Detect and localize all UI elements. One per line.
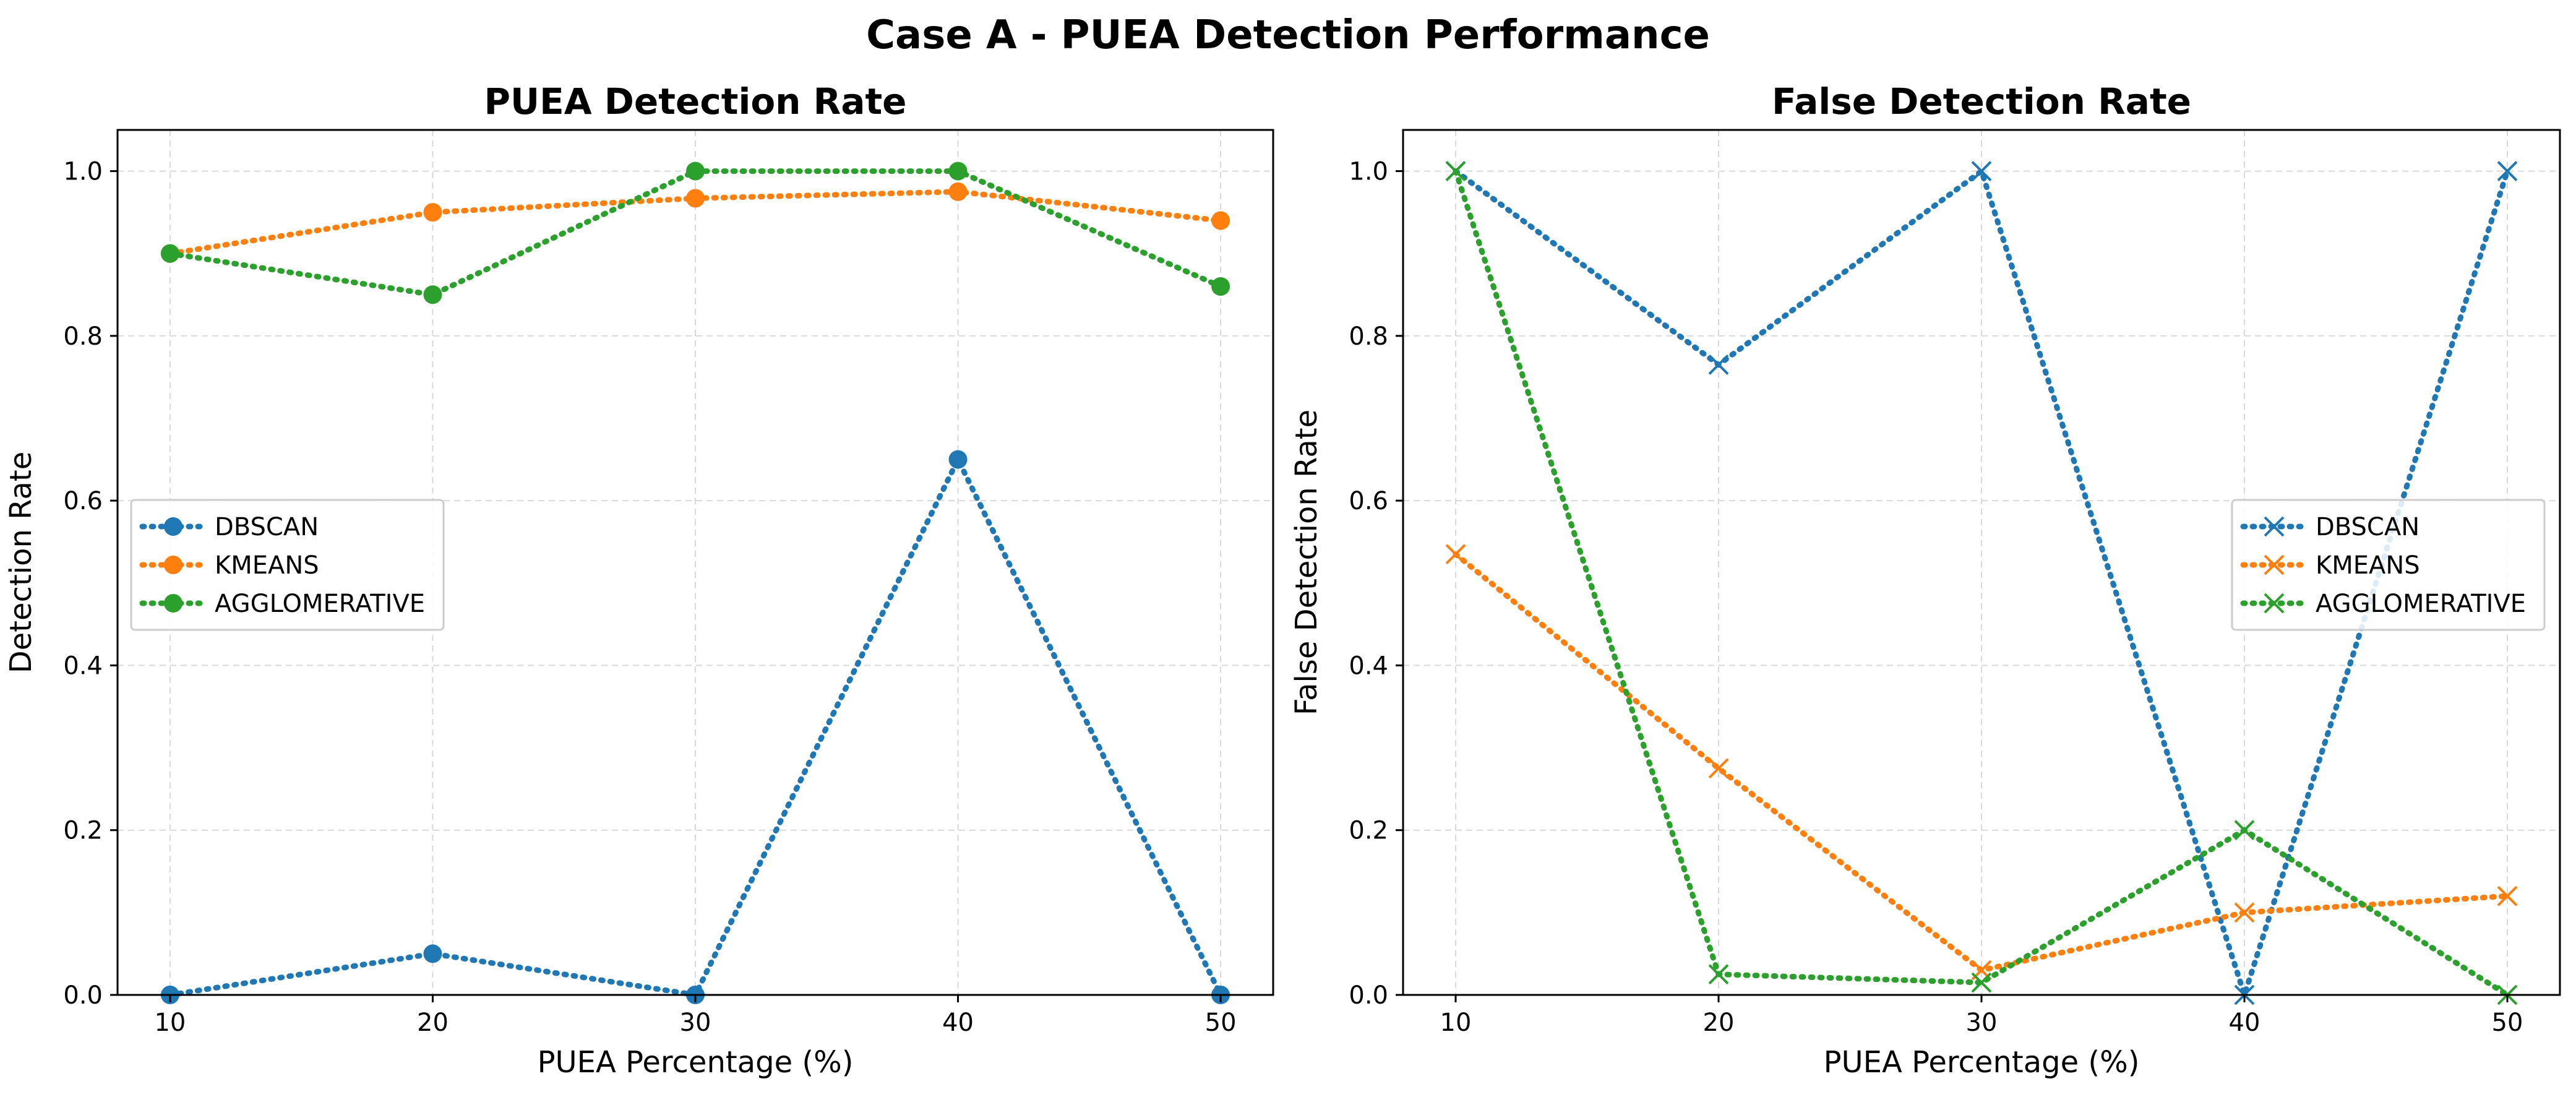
legend-label-kmeans: KMEANS [215, 551, 319, 580]
data-point-dbscan [2497, 161, 2518, 181]
data-point-agglomerative [1971, 972, 1992, 993]
x-tick-label: 10 [1440, 1009, 1472, 1037]
x-tick-label: 40 [942, 1009, 974, 1037]
y-tick-label: 0.2 [1349, 817, 1388, 845]
legend-box [130, 499, 445, 631]
y-tick-label: 0.0 [1349, 981, 1388, 1010]
x-tick-label: 50 [2492, 1009, 2523, 1037]
x-tick-label: 20 [417, 1009, 449, 1037]
data-point-kmeans [1211, 211, 1230, 230]
data-point-dbscan [948, 450, 968, 469]
y-tick-label: 0.4 [63, 652, 103, 680]
y-tick-label: 0.8 [1349, 322, 1388, 351]
x-axis-label: PUEA Percentage (%) [538, 1045, 854, 1080]
panel-title: False Detection Rate [1772, 80, 2191, 123]
data-point-agglomerative [2234, 820, 2255, 841]
data-point-agglomerative [948, 161, 968, 181]
x-tick-label: 50 [1205, 1009, 1237, 1037]
legend-marker-dbscan [164, 517, 182, 536]
false-detection-rate-panel: 10 20 30 40 50 0.0 0.2 0.4 0.6 0.8 1.0 False Detect… [1289, 80, 2561, 1080]
data-point-kmeans [1445, 544, 1466, 565]
legend-label-dbscan: DBSCAN [215, 513, 319, 541]
legend-box [2231, 499, 2546, 631]
y-tick-label: 1.0 [1349, 158, 1388, 186]
legend-marker-agglomerative [164, 594, 182, 613]
y-tick-label: 1.0 [63, 158, 103, 186]
data-point-kmeans [2234, 902, 2255, 923]
y-tick-label: 0.0 [63, 981, 103, 1010]
data-point-kmeans [1708, 758, 1729, 779]
x-tick-label: 10 [154, 1009, 186, 1037]
legend-label-agglomerative: AGGLOMERATIVE [2316, 590, 2526, 618]
data-point-agglomerative [1445, 161, 1466, 181]
legend-marker-agglomerative [2264, 593, 2285, 614]
legend: DBSCAN KMEANS AGGLOMERATIVE [2231, 499, 2546, 631]
legend-label-dbscan: DBSCAN [2316, 513, 2419, 541]
x-tick-label: 30 [680, 1009, 711, 1037]
data-point-kmeans [423, 203, 442, 222]
data-point-kmeans [948, 182, 968, 201]
x-tick-label: 30 [1966, 1009, 1998, 1037]
figure-title: Case A - PUEA Detection Performance [866, 12, 1710, 58]
y-tick-label: 0.6 [1349, 487, 1388, 515]
data-point-agglomerative [423, 285, 442, 304]
legend-label-agglomerative: AGGLOMERATIVE [215, 590, 425, 618]
data-point-agglomerative [1211, 277, 1230, 296]
data-point-dbscan [423, 944, 442, 963]
legend-label-kmeans: KMEANS [2316, 551, 2420, 580]
data-point-dbscan [1708, 355, 1729, 375]
legend: DBSCAN KMEANS AGGLOMERATIVE [130, 499, 445, 631]
x-tick-label: 40 [2229, 1009, 2260, 1037]
data-point-kmeans [686, 189, 705, 208]
legend-marker-kmeans [164, 556, 182, 574]
legend-marker-kmeans [2264, 554, 2285, 575]
data-point-agglomerative [686, 161, 705, 181]
y-tick-label: 0.4 [1349, 652, 1388, 680]
data-point-kmeans [2497, 885, 2518, 906]
x-axis-label: PUEA Percentage (%) [1824, 1045, 2140, 1080]
legend-marker-dbscan [2264, 516, 2285, 537]
y-tick-label: 0.8 [63, 322, 103, 351]
data-point-dbscan [1971, 161, 1992, 181]
detection-rate-panel: 10 20 30 40 50 0.0 0.2 0.4 0.6 0.8 1.0 PUEA Detecti… [4, 80, 1274, 1080]
data-point-agglomerative [1708, 964, 1729, 985]
x-tick-label: 20 [1703, 1009, 1735, 1037]
y-tick-label: 0.6 [63, 487, 103, 515]
y-axis-label: False Detection Rate [1289, 410, 1324, 715]
y-axis-label: Detection Rate [4, 452, 38, 674]
data-point-agglomerative [160, 244, 179, 263]
y-tick-label: 0.2 [63, 817, 103, 845]
panel-title: PUEA Detection Rate [484, 80, 906, 123]
